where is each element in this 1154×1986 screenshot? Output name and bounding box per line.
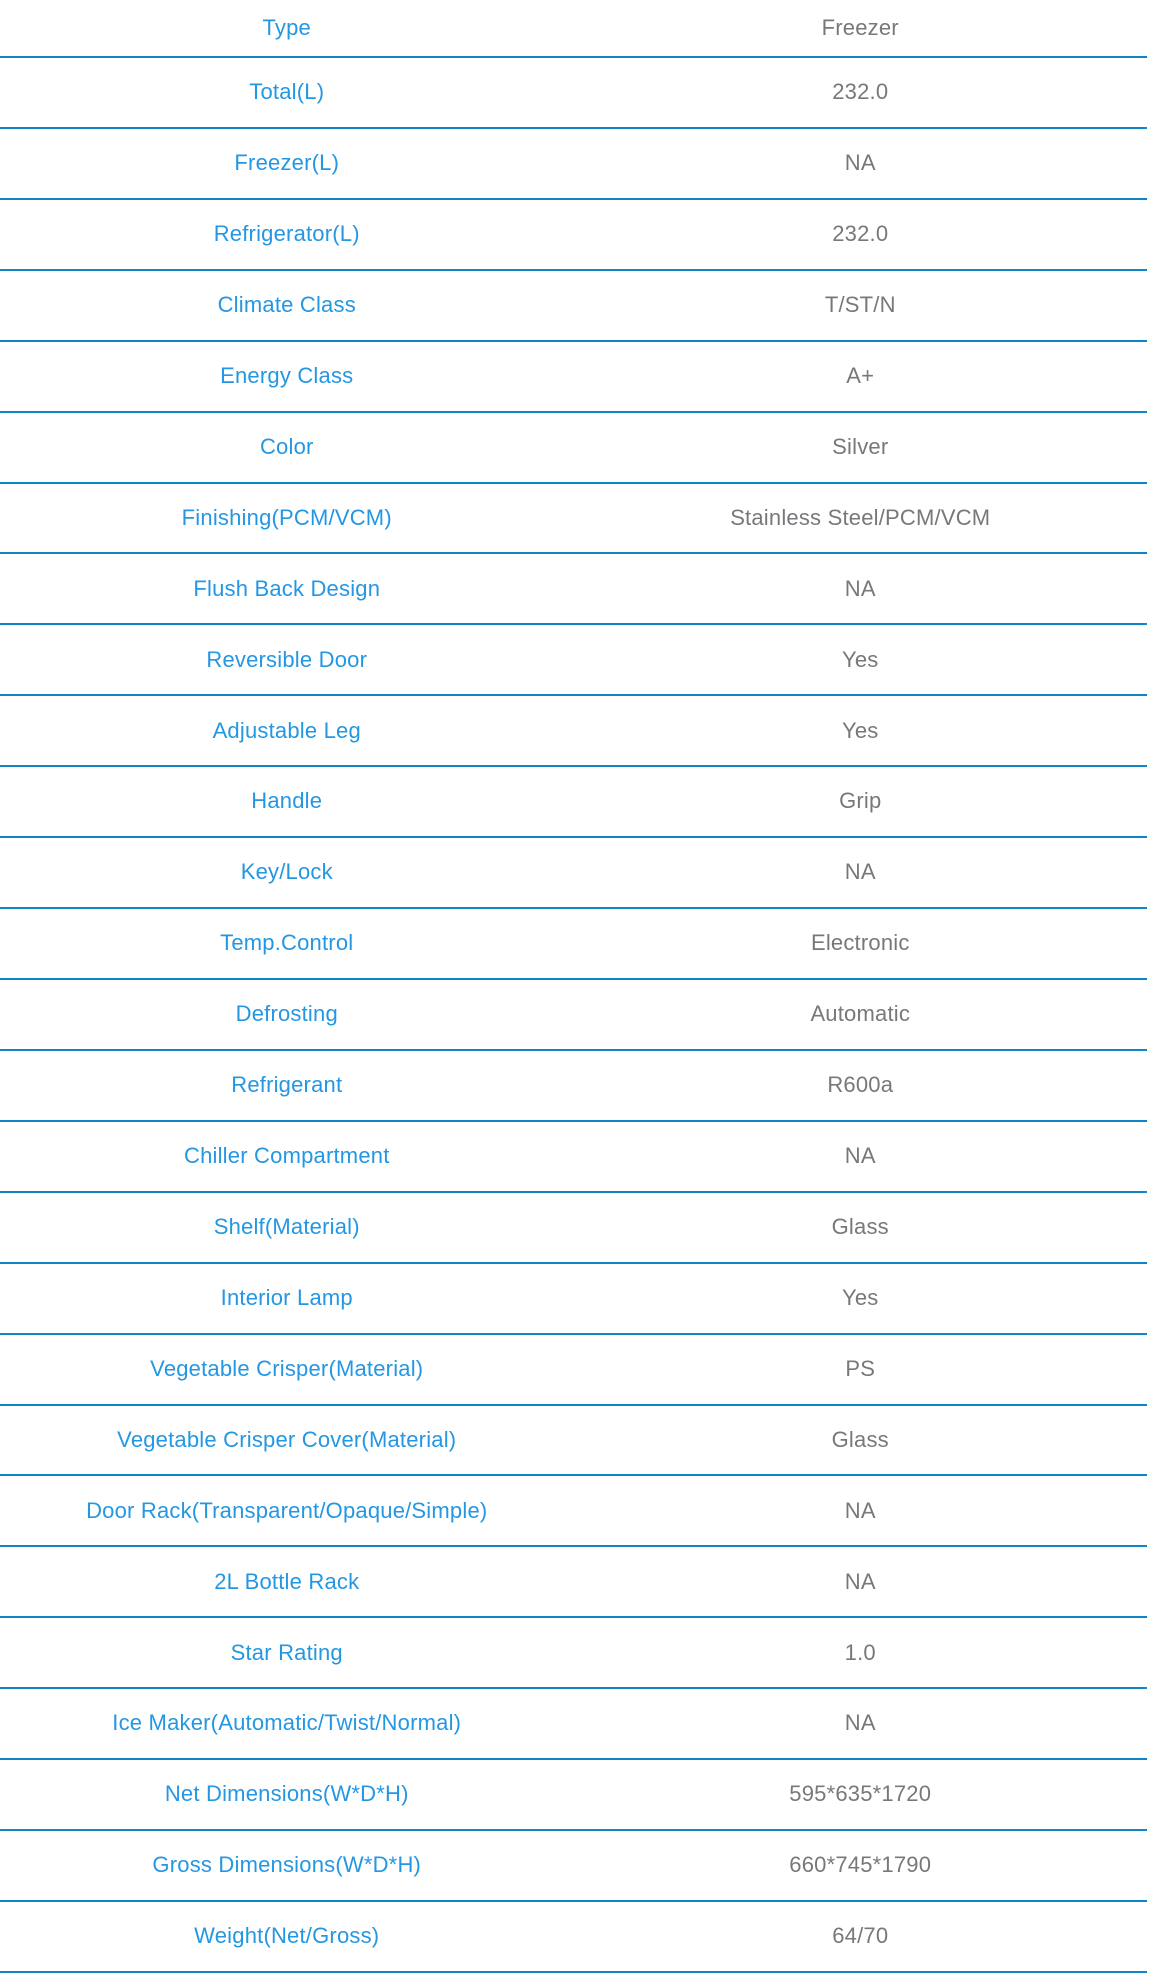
spec-row: Flush Back Design NA bbox=[0, 554, 1147, 626]
spec-value: 232.0 bbox=[832, 221, 889, 247]
spec-label: Freezer(L) bbox=[234, 150, 340, 176]
spec-row: Interior Lamp Yes bbox=[0, 1264, 1147, 1335]
spec-row: Reversible Door Yes bbox=[0, 625, 1147, 697]
spec-label: Shelf(Material) bbox=[213, 1214, 360, 1240]
spec-label: Handle bbox=[251, 788, 323, 814]
spec-row: Gross Dimensions(W*D*H) 660*745*1790 bbox=[0, 1831, 1147, 1902]
spec-label: Net Dimensions(W*D*H) bbox=[164, 1781, 409, 1807]
spec-row: Refrigerant R600a bbox=[0, 1051, 1147, 1122]
spec-row: Refrigerator(L) 232.0 bbox=[0, 200, 1147, 271]
spec-label: Type bbox=[262, 14, 311, 40]
spec-label: Temp.Control bbox=[220, 930, 354, 956]
spec-value: NA bbox=[844, 1568, 876, 1594]
spec-value: NA bbox=[844, 1710, 876, 1736]
spec-row: Star Rating 1.0 bbox=[0, 1618, 1147, 1690]
spec-value: R600a bbox=[827, 1072, 894, 1098]
spec-value: 232.0 bbox=[832, 79, 889, 105]
spec-row: Total(L) 232.0 bbox=[0, 58, 1147, 129]
spec-value: A+ bbox=[846, 362, 875, 388]
spec-label: Reversible Door bbox=[206, 646, 368, 672]
spec-label: Energy Class bbox=[220, 362, 354, 388]
spec-row: Shelf(Material) Glass bbox=[0, 1193, 1147, 1264]
spec-label: Flush Back Design bbox=[193, 575, 381, 601]
spec-row: Door Rack(Transparent/Opaque/Simple) NA bbox=[0, 1476, 1147, 1548]
spec-value: NA bbox=[844, 575, 876, 601]
spec-row: 2L Bottle Rack NA bbox=[0, 1547, 1147, 1619]
spec-label: Vegetable Crisper Cover(Material) bbox=[117, 1426, 457, 1452]
spec-label: Weight(Net/Gross) bbox=[194, 1923, 380, 1949]
spec-label: Star Rating bbox=[230, 1639, 343, 1665]
spec-value: PS bbox=[845, 1355, 876, 1381]
spec-value: T/ST/N bbox=[824, 292, 896, 318]
spec-label: Ice Maker(Automatic/Twist/Normal) bbox=[112, 1710, 462, 1736]
spec-row: Handle Grip bbox=[0, 767, 1147, 839]
spec-row: Type Freezer bbox=[0, 0, 1147, 58]
spec-value: Yes bbox=[842, 1284, 879, 1310]
spec-value: 660*745*1790 bbox=[789, 1852, 932, 1878]
spec-label: 2L Bottle Rack bbox=[214, 1568, 360, 1594]
spec-value: Electronic bbox=[810, 930, 910, 956]
spec-value: Yes bbox=[842, 646, 879, 672]
spec-label: Color bbox=[259, 433, 314, 459]
spec-value: Freezer bbox=[821, 14, 899, 40]
spec-row: Key/Lock NA bbox=[0, 838, 1147, 910]
spec-row: Vegetable Crisper Cover(Material) Glass bbox=[0, 1406, 1147, 1477]
spec-label: Refrigerator(L) bbox=[213, 221, 360, 247]
spec-row: Color Silver bbox=[0, 413, 1147, 484]
spec-label: Defrosting bbox=[235, 1001, 338, 1027]
spec-row: Temp.Control Electronic bbox=[0, 909, 1147, 980]
spec-label: Climate Class bbox=[217, 292, 356, 318]
spec-value: Yes bbox=[842, 717, 879, 743]
spec-row: Defrosting Automatic bbox=[0, 980, 1147, 1051]
spec-row: Freezer(L) NA bbox=[0, 129, 1147, 200]
spec-label: Adjustable Leg bbox=[212, 717, 361, 743]
spec-value: NA bbox=[844, 859, 876, 885]
spec-label: Finishing(PCM/VCM) bbox=[181, 504, 392, 530]
spec-value: 595*635*1720 bbox=[789, 1781, 932, 1807]
spec-row: Adjustable Leg Yes bbox=[0, 696, 1147, 768]
spec-value: Glass bbox=[831, 1214, 889, 1240]
spec-row: Net Dimensions(W*D*H) 595*635*1720 bbox=[0, 1760, 1147, 1832]
spec-value: Automatic bbox=[810, 1001, 911, 1027]
spec-value: NA bbox=[844, 1497, 876, 1523]
spec-label: Vegetable Crisper(Material) bbox=[150, 1355, 424, 1381]
spec-value: Silver bbox=[832, 433, 889, 459]
spec-value: NA bbox=[844, 1143, 876, 1169]
spec-label: Chiller Compartment bbox=[183, 1143, 390, 1169]
spec-row: Chiller Compartment NA bbox=[0, 1122, 1147, 1193]
spec-value: 1.0 bbox=[844, 1639, 876, 1665]
spec-value: Grip bbox=[839, 788, 882, 814]
spec-row: Vegetable Crisper(Material) PS bbox=[0, 1335, 1147, 1406]
spec-row: Weight(Net/Gross) 64/70 bbox=[0, 1902, 1147, 1973]
spec-value: Glass bbox=[831, 1426, 889, 1452]
spec-value: Stainless Steel/PCM/VCM bbox=[730, 504, 991, 530]
spec-row: Finishing(PCM/VCM) Stainless Steel/PCM/V… bbox=[0, 484, 1147, 555]
spec-label: Gross Dimensions(W*D*H) bbox=[152, 1852, 422, 1878]
spec-value: NA bbox=[844, 150, 876, 176]
spec-value: 64/70 bbox=[832, 1923, 889, 1949]
spec-row: Ice Maker(Automatic/Twist/Normal) NA bbox=[0, 1689, 1147, 1761]
spec-label: Total(L) bbox=[249, 79, 325, 105]
spec-label: Door Rack(Transparent/Opaque/Simple) bbox=[86, 1497, 488, 1523]
spec-label: Key/Lock bbox=[240, 859, 333, 885]
spec-label: Interior Lamp bbox=[220, 1284, 353, 1310]
spec-label: Refrigerant bbox=[231, 1072, 343, 1098]
spec-row: Energy Class A+ bbox=[0, 342, 1147, 413]
spec-row: Climate Class T/ST/N bbox=[0, 271, 1147, 342]
